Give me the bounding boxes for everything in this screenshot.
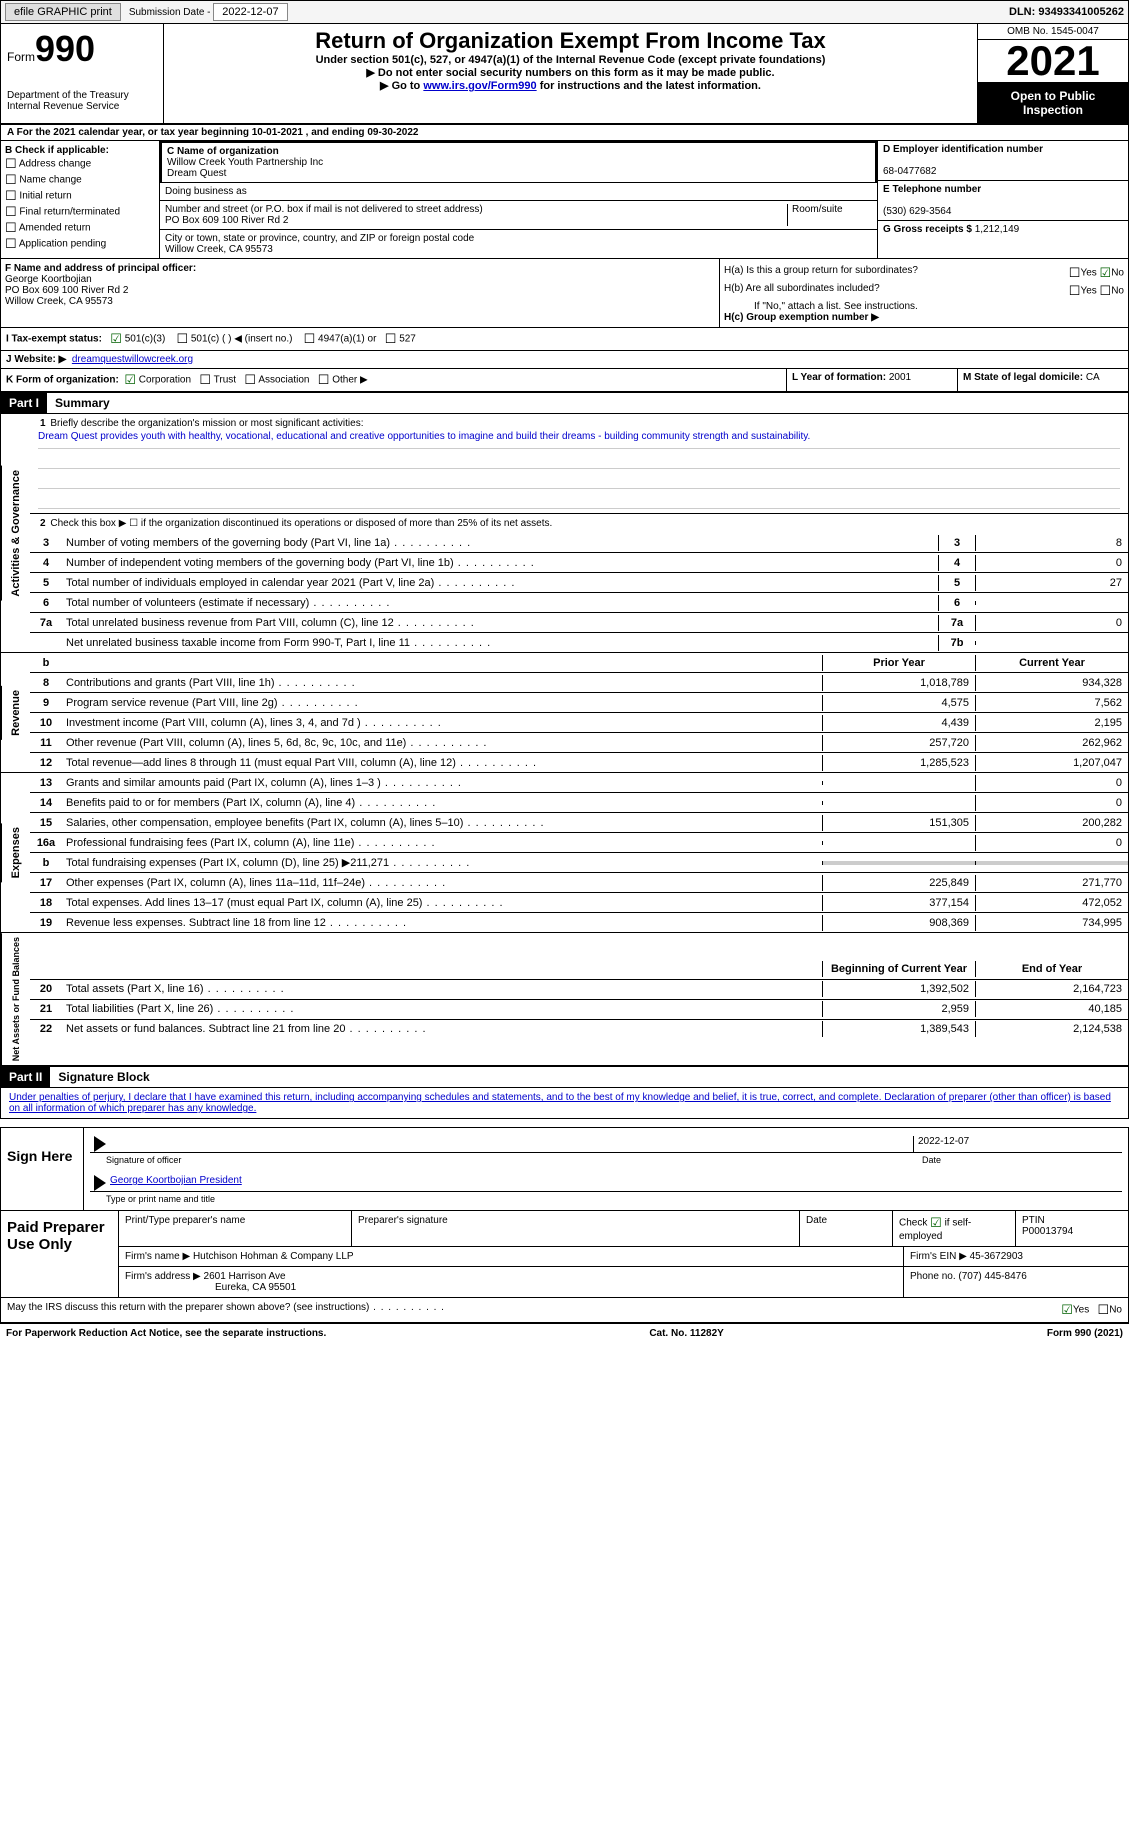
revenue-section: Revenue b Prior Year Current Year 8Contr… bbox=[0, 653, 1129, 773]
mission-text: Dream Quest provides youth with healthy,… bbox=[38, 429, 1120, 449]
form-header: Form990 Department of the Treasury Inter… bbox=[0, 24, 1129, 125]
checkbox-final-return-terminated[interactable]: ☐ Final return/terminated bbox=[5, 204, 155, 220]
tax-year: 2021 bbox=[978, 40, 1128, 83]
line-18: 18Total expenses. Add lines 13–17 (must … bbox=[30, 893, 1128, 913]
line-6: 6Total number of volunteers (estimate if… bbox=[30, 593, 1128, 613]
section-a: A For the 2021 calendar year, or tax yea… bbox=[0, 125, 1129, 141]
org-name-2: Dream Quest bbox=[167, 168, 226, 179]
part2-header: Part II Signature Block bbox=[0, 1067, 1129, 1088]
website-link[interactable]: dreamquestwillowcreek.org bbox=[72, 354, 193, 365]
checkbox-amended-return[interactable]: ☐ Amended return bbox=[5, 220, 155, 236]
section-bcd: B Check if applicable: ☐ Address change☐… bbox=[0, 141, 1129, 259]
line-7b: Net unrelated business taxable income fr… bbox=[30, 633, 1128, 652]
arrow-icon bbox=[94, 1175, 106, 1191]
vert-revenue: Revenue bbox=[1, 686, 30, 740]
state-domicile: CA bbox=[1086, 372, 1100, 383]
line-10: 10Investment income (Part VIII, column (… bbox=[30, 713, 1128, 733]
line-b: bTotal fundraising expenses (Part IX, co… bbox=[30, 853, 1128, 873]
irs-link[interactable]: www.irs.gov/Form990 bbox=[423, 80, 536, 92]
line-14: 14Benefits paid to or for members (Part … bbox=[30, 793, 1128, 813]
form-version: Form 990 (2021) bbox=[1047, 1328, 1123, 1339]
check-discuss-yes[interactable]: ☑ bbox=[1061, 1302, 1073, 1317]
paid-preparer-block: Paid Preparer Use Only Print/Type prepar… bbox=[0, 1211, 1129, 1298]
sign-date: 2022-12-07 bbox=[913, 1136, 1118, 1152]
dept-label: Department of the Treasury Internal Reve… bbox=[7, 90, 157, 112]
checkbox-initial-return[interactable]: ☐ Initial return bbox=[5, 188, 155, 204]
efile-print-button[interactable]: efile GRAPHIC print bbox=[5, 3, 121, 21]
section-j: J Website: ▶ dreamquestwillowcreek.org bbox=[0, 351, 1129, 369]
instruction-1: ▶ Do not enter social security numbers o… bbox=[168, 66, 973, 79]
section-klm: K Form of organization: ☑ Corporation ☐ … bbox=[0, 369, 1129, 393]
year-formation: 2001 bbox=[889, 372, 911, 383]
form-title: Return of Organization Exempt From Incom… bbox=[168, 28, 973, 54]
line-15: 15Salaries, other compensation, employee… bbox=[30, 813, 1128, 833]
open-public-badge: Open to Public Inspection bbox=[978, 83, 1128, 123]
form-number: 990 bbox=[35, 28, 95, 69]
line-9: 9Program service revenue (Part VIII, lin… bbox=[30, 693, 1128, 713]
activities-governance: Activities & Governance 1 Briefly descri… bbox=[0, 414, 1129, 653]
submission-label: Submission Date - 2022-12-07 bbox=[129, 6, 288, 18]
vert-activities: Activities & Governance bbox=[1, 466, 30, 601]
expenses-section: Expenses 13Grants and similar amounts pa… bbox=[0, 773, 1129, 933]
checkbox-address-change[interactable]: ☐ Address change bbox=[5, 156, 155, 172]
line-17: 17Other expenses (Part IX, column (A), l… bbox=[30, 873, 1128, 893]
section-c: C Name of organization Willow Creek Yout… bbox=[160, 141, 878, 258]
check-corporation[interactable]: ☑ bbox=[124, 372, 136, 387]
submission-date: 2022-12-07 bbox=[213, 3, 287, 21]
firm-ein: 45-3672903 bbox=[970, 1251, 1023, 1262]
line-12: 12Total revenue—add lines 8 through 11 (… bbox=[30, 753, 1128, 772]
line-22: 22Net assets or fund balances. Subtract … bbox=[30, 1020, 1128, 1039]
section-fh: F Name and address of principal officer:… bbox=[0, 259, 1129, 328]
firm-name: Hutchison Hohman & Company LLP bbox=[193, 1251, 354, 1262]
part1-header: Part I Summary bbox=[0, 393, 1129, 414]
form-subtitle: Under section 501(c), 527, or 4947(a)(1)… bbox=[168, 54, 973, 66]
line-21: 21Total liabilities (Part X, line 26)2,9… bbox=[30, 1000, 1128, 1020]
gross-receipts: 1,212,149 bbox=[975, 224, 1020, 235]
officer-name: George Koortbojian bbox=[5, 274, 92, 285]
firm-address: 2601 Harrison Ave bbox=[204, 1271, 286, 1282]
footer: For Paperwork Reduction Act Notice, see … bbox=[0, 1323, 1129, 1343]
cat-number: Cat. No. 11282Y bbox=[649, 1328, 723, 1339]
ptin: P00013794 bbox=[1022, 1226, 1073, 1237]
arrow-icon bbox=[94, 1136, 106, 1152]
telephone: (530) 629-3564 bbox=[883, 206, 951, 217]
line-19: 19Revenue less expenses. Subtract line 1… bbox=[30, 913, 1128, 932]
dln: DLN: 93493341005262 bbox=[1009, 6, 1124, 18]
perjury-statement: Under penalties of perjury, I declare th… bbox=[0, 1088, 1129, 1119]
org-city: Willow Creek, CA 95573 bbox=[165, 244, 273, 255]
firm-phone: (707) 445-8476 bbox=[958, 1271, 1026, 1282]
line-20: 20Total assets (Part X, line 16)1,392,50… bbox=[30, 980, 1128, 1000]
section-d: D Employer identification number 68-0477… bbox=[878, 141, 1128, 258]
sign-here-block: Sign Here 2022-12-07 Signature of office… bbox=[0, 1127, 1129, 1211]
irs-discuss-question: May the IRS discuss this return with the… bbox=[0, 1298, 1129, 1323]
org-address: PO Box 609 100 River Rd 2 bbox=[165, 215, 288, 226]
section-h: H(a) Is this a group return for subordin… bbox=[720, 259, 1128, 327]
instruction-2: ▶ Go to www.irs.gov/Form990 for instruct… bbox=[168, 79, 973, 92]
line-16a: 16aProfessional fundraising fees (Part I… bbox=[30, 833, 1128, 853]
line-7a: 7aTotal unrelated business revenue from … bbox=[30, 613, 1128, 633]
paperwork-notice: For Paperwork Reduction Act Notice, see … bbox=[6, 1328, 326, 1339]
check-discuss-no[interactable]: ☐ bbox=[1098, 1302, 1110, 1317]
vert-net-assets: Net Assets or Fund Balances bbox=[1, 933, 30, 1065]
top-bar: efile GRAPHIC print Submission Date - 20… bbox=[0, 0, 1129, 24]
line-3: 3Number of voting members of the governi… bbox=[30, 533, 1128, 553]
section-i: I Tax-exempt status: ☑ 501(c)(3) ☐ 501(c… bbox=[0, 328, 1129, 351]
org-name-1: Willow Creek Youth Partnership Inc bbox=[167, 157, 323, 168]
officer-signature-name: George Koortbojian President bbox=[110, 1175, 242, 1186]
ein: 68-0477682 bbox=[883, 166, 936, 177]
checkbox-name-change[interactable]: ☐ Name change bbox=[5, 172, 155, 188]
line-5: 5Total number of individuals employed in… bbox=[30, 573, 1128, 593]
section-b: B Check if applicable: ☐ Address change☐… bbox=[1, 141, 160, 258]
vert-expenses: Expenses bbox=[1, 823, 30, 882]
checkbox-application-pending[interactable]: ☐ Application pending bbox=[5, 236, 155, 252]
line-8: 8Contributions and grants (Part VIII, li… bbox=[30, 673, 1128, 693]
check-501c3[interactable]: ☑ bbox=[110, 331, 122, 346]
section-f: F Name and address of principal officer:… bbox=[1, 259, 720, 327]
line-4: 4Number of independent voting members of… bbox=[30, 553, 1128, 573]
line-13: 13Grants and similar amounts paid (Part … bbox=[30, 773, 1128, 793]
line-11: 11Other revenue (Part VIII, column (A), … bbox=[30, 733, 1128, 753]
net-assets-section: Net Assets or Fund Balances Beginning of… bbox=[0, 933, 1129, 1067]
form-label: Form bbox=[7, 50, 35, 64]
